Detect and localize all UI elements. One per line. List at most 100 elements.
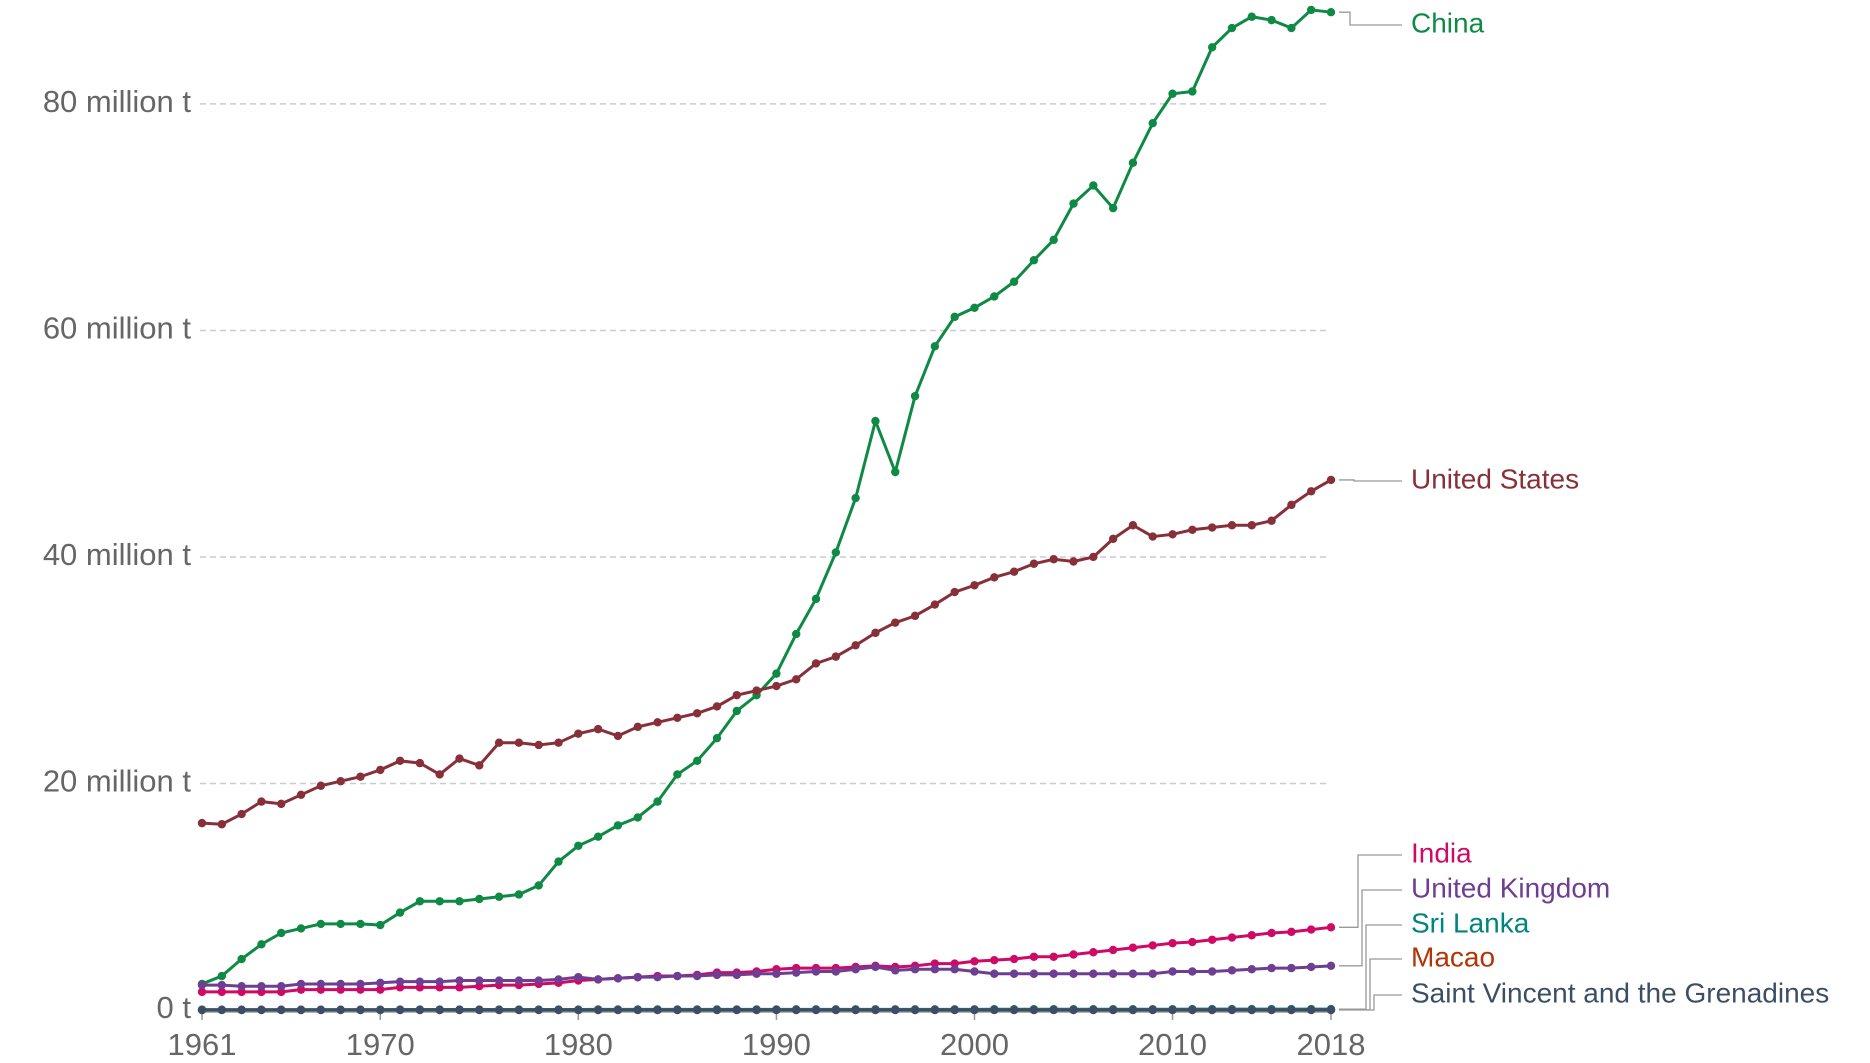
data-point (1029, 952, 1039, 961)
data-point (851, 1005, 860, 1015)
data-point (336, 919, 345, 929)
data-point (514, 976, 524, 985)
data-point (1089, 181, 1098, 190)
data-point (970, 967, 979, 976)
data-point (554, 975, 563, 984)
data-point (1306, 5, 1316, 15)
data-point (395, 1005, 405, 1015)
data-point (336, 979, 345, 989)
data-point (376, 985, 385, 994)
data-point (1009, 277, 1019, 286)
data-point (237, 982, 246, 991)
data-point (277, 928, 286, 938)
data-point (990, 292, 999, 301)
data-point (792, 629, 801, 639)
data-point (772, 681, 781, 691)
data-point (1089, 969, 1098, 978)
data-point (1148, 1005, 1157, 1015)
data-point (811, 967, 821, 976)
data-point (1168, 938, 1177, 948)
data-point (792, 675, 801, 684)
data-point (1069, 199, 1078, 208)
data-point (792, 1005, 801, 1015)
data-point (1049, 235, 1058, 245)
y-tick-label: 20 million t (43, 764, 192, 799)
data-point (1128, 521, 1138, 530)
data-point (593, 1005, 603, 1015)
data-point (1247, 521, 1256, 530)
data-point (277, 1005, 286, 1015)
data-point (494, 892, 504, 901)
data-point (1069, 969, 1078, 978)
data-point (514, 890, 524, 899)
data-point (1287, 1005, 1296, 1015)
data-point (811, 659, 821, 668)
data-point (1267, 15, 1276, 25)
data-point (475, 894, 484, 904)
data-point (1029, 969, 1039, 978)
data-point (1128, 158, 1138, 168)
data-point (1207, 523, 1217, 532)
data-point (316, 781, 326, 790)
data-point (237, 1005, 246, 1015)
data-point (871, 962, 880, 972)
data-point (1227, 933, 1237, 942)
data-point (316, 979, 326, 989)
data-point (1227, 1005, 1237, 1015)
data-point (970, 581, 979, 590)
data-point (950, 1005, 959, 1015)
data-point (336, 1005, 345, 1015)
data-point (455, 976, 464, 985)
data-point (197, 987, 207, 997)
data-point (356, 919, 365, 929)
data-point (692, 756, 702, 766)
series-label: Sri Lanka (1411, 907, 1530, 938)
data-point (871, 1005, 880, 1015)
data-point (1287, 963, 1296, 973)
data-point (1148, 118, 1157, 128)
data-point (1188, 525, 1197, 534)
data-point (772, 1005, 781, 1015)
data-point (871, 416, 880, 426)
data-point (1049, 952, 1058, 961)
data-point (415, 897, 425, 906)
data-point (1069, 1005, 1078, 1015)
data-point (257, 1005, 266, 1015)
data-point (1306, 925, 1316, 934)
data-point (237, 954, 246, 964)
data-point (1108, 945, 1118, 955)
data-point (990, 955, 999, 965)
data-point (851, 641, 860, 650)
series-label: United States (1411, 463, 1579, 494)
data-point (356, 979, 365, 989)
data-point (395, 977, 405, 986)
y-tick-label: 40 million t (43, 537, 192, 572)
series-line (202, 964, 1332, 988)
data-point (1069, 950, 1078, 959)
data-point (712, 733, 722, 743)
y-tick-label: 0 t (157, 990, 192, 1025)
data-point (1227, 23, 1237, 33)
data-point (891, 618, 900, 627)
data-point (891, 966, 900, 975)
data-point (1188, 967, 1197, 976)
data-point (197, 1005, 207, 1015)
data-point (514, 1005, 524, 1015)
data-point (613, 1005, 623, 1015)
data-point (673, 770, 682, 779)
data-point (752, 686, 761, 695)
data-point (792, 968, 801, 977)
series-label: Saint Vincent and the Grenadines (1411, 977, 1829, 1008)
data-point (1069, 557, 1078, 566)
data-point (970, 1005, 979, 1015)
data-point (376, 978, 385, 988)
data-point (1326, 961, 1336, 971)
data-point (316, 1005, 326, 1015)
data-point (356, 772, 365, 781)
data-point (930, 342, 940, 351)
series-label: India (1411, 837, 1472, 868)
data-point (455, 897, 464, 906)
data-point (1168, 1005, 1177, 1015)
data-point (653, 1005, 662, 1015)
data-point (1009, 954, 1019, 964)
